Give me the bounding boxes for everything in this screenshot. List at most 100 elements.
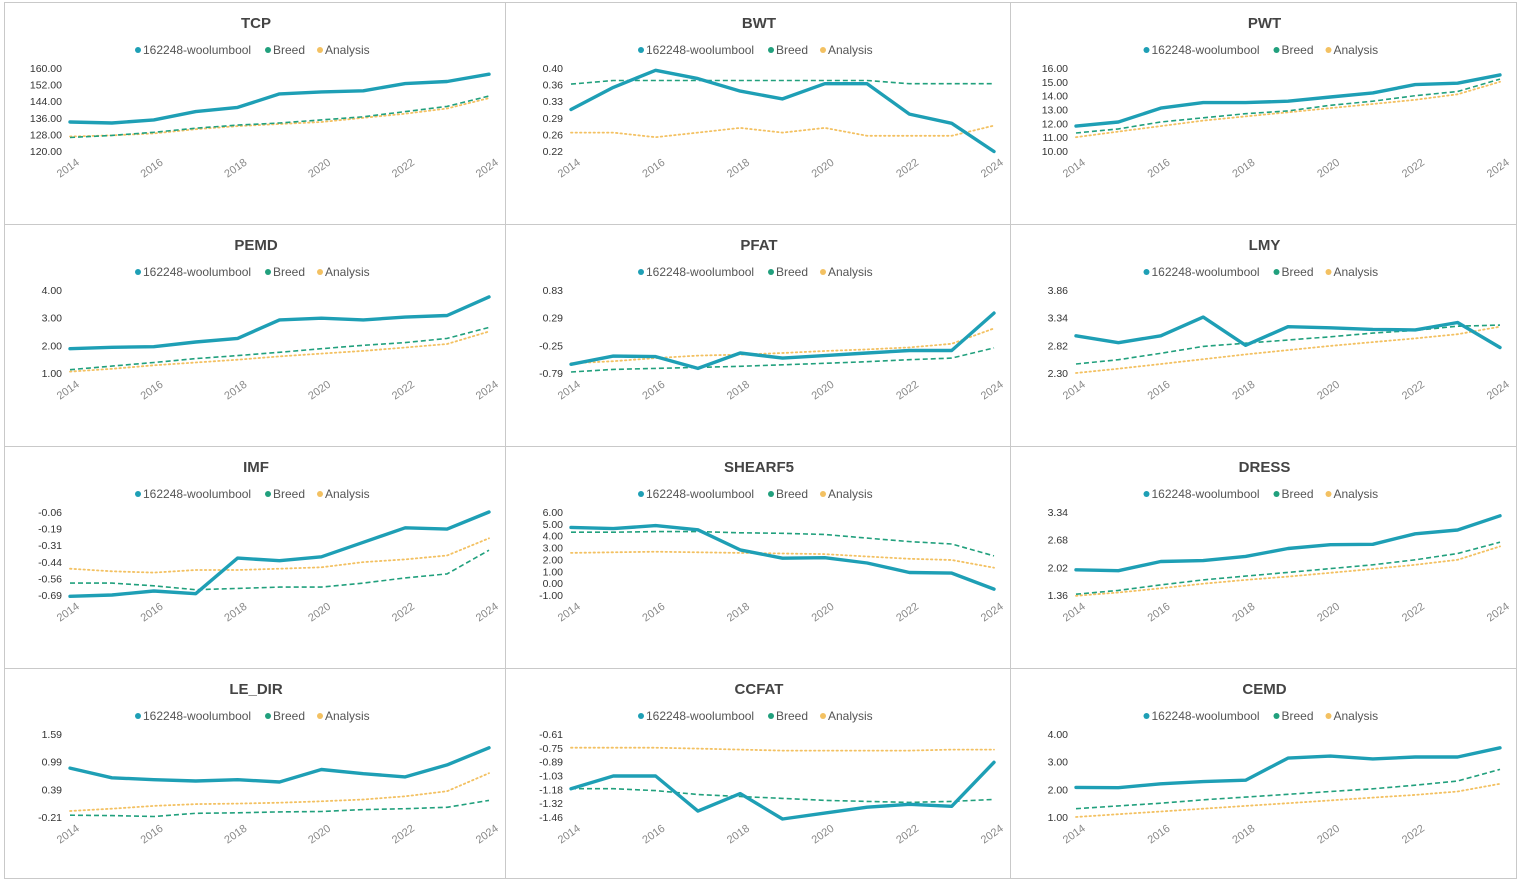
series-line-breed[interactable] — [1075, 541, 1501, 595]
series-line-162248-woolumbool[interactable] — [569, 760, 996, 821]
legend[interactable]: 162248-woolumbool Breed Analysis — [638, 265, 873, 279]
legend-item-animal[interactable]: 162248-woolumbool — [135, 265, 251, 279]
legend-item-breed[interactable]: Breed — [768, 43, 808, 57]
legend[interactable]: 162248-woolumbool Breed Analysis — [638, 43, 873, 57]
legend[interactable]: 162248-woolumbool Breed Analysis — [1143, 43, 1379, 57]
chart-svg-dress: DRESS 162248-woolumbool Breed Analysis 3.34 2… — [1048, 459, 1512, 624]
series-line-analysis[interactable] — [570, 327, 995, 365]
legend[interactable]: 162248-woolumbool Breed Analysis — [638, 709, 873, 723]
legend-item-breed[interactable]: Breed — [1273, 487, 1314, 501]
legend-item-animal[interactable]: 162248-woolumbool — [638, 487, 754, 501]
legend-label-breed: Breed — [1282, 43, 1314, 57]
legend[interactable]: 162248-woolumbool Breed Analysis — [135, 487, 370, 501]
legend[interactable]: 162248-woolumbool Breed Analysis — [135, 709, 370, 723]
series-line-breed[interactable] — [69, 799, 490, 818]
series-line-analysis[interactable] — [69, 97, 490, 138]
legend-item-animal[interactable]: 162248-woolumbool — [1143, 487, 1260, 501]
legend-item-analysis[interactable]: Analysis — [1325, 487, 1379, 501]
y-tick-label: 136.00 — [30, 113, 62, 125]
legend-item-breed[interactable]: Breed — [768, 709, 808, 723]
legend[interactable]: 162248-woolumbool Breed Analysis — [135, 43, 370, 57]
legend[interactable]: 162248-woolumbool Breed Analysis — [1143, 265, 1379, 279]
legend-item-breed[interactable]: Breed — [1273, 709, 1314, 723]
legend-marker-breed — [1273, 47, 1280, 53]
legend-item-breed[interactable]: Breed — [265, 709, 305, 723]
legend-item-breed[interactable]: Breed — [1273, 265, 1314, 279]
series-line-162248-woolumbool[interactable] — [68, 510, 491, 599]
legend-item-analysis[interactable]: Analysis — [317, 709, 370, 723]
y-tick-label: 3.00 — [42, 313, 63, 325]
series-line-breed[interactable] — [1075, 324, 1501, 365]
legend[interactable]: 162248-woolumbool Breed Analysis — [1143, 487, 1379, 501]
series-line-breed[interactable] — [70, 549, 490, 591]
legend-item-analysis[interactable]: Analysis — [1325, 265, 1379, 279]
legend-item-breed[interactable]: Breed — [265, 265, 305, 279]
legend-item-analysis[interactable]: Analysis — [1325, 709, 1379, 723]
series-line-162248-woolumbool[interactable] — [569, 68, 996, 154]
series-line-analysis[interactable] — [1075, 325, 1501, 374]
series-line-162248-woolumbool[interactable] — [68, 746, 491, 784]
series-line-analysis[interactable] — [1075, 545, 1501, 597]
series-line-breed[interactable] — [570, 79, 994, 85]
series-line-analysis[interactable] — [570, 124, 995, 139]
x-tick-label: 2022 — [894, 601, 921, 625]
legend-item-animal[interactable]: 162248-woolumbool — [1143, 43, 1260, 57]
series-line-162248-woolumbool[interactable] — [68, 72, 491, 125]
legend-marker-analysis — [820, 713, 826, 719]
legend-item-animal[interactable]: 162248-woolumbool — [135, 709, 251, 723]
series-line-breed[interactable] — [571, 530, 995, 557]
series-line-analysis[interactable] — [570, 746, 995, 752]
legend-item-animal[interactable]: 162248-woolumbool — [1143, 265, 1260, 279]
legend-item-animal[interactable]: 162248-woolumbool — [135, 43, 251, 57]
x-tick-label: 2024 — [474, 157, 501, 181]
y-tick-label: -0.79 — [539, 368, 563, 380]
legend-item-analysis[interactable]: Analysis — [820, 43, 873, 57]
series-line-162248-woolumbool[interactable] — [1074, 73, 1502, 128]
legend-item-analysis[interactable]: Analysis — [317, 43, 370, 57]
series-line-analysis[interactable] — [570, 550, 995, 569]
series-line-analysis[interactable] — [69, 537, 490, 574]
series-line-162248-woolumbool[interactable] — [1074, 514, 1502, 573]
legend-item-animal[interactable]: 162248-woolumbool — [135, 487, 251, 501]
series-line-breed[interactable] — [1075, 78, 1501, 134]
chart-panel-ccfat: CCFAT 162248-woolumbool Breed Analysis -0.61… — [505, 668, 1011, 879]
series-line-162248-woolumbool[interactable] — [68, 295, 491, 351]
legend-label-analysis: Analysis — [1334, 487, 1379, 501]
legend-item-analysis[interactable]: Analysis — [1325, 43, 1379, 57]
chart-svg-le-dir: LE_DIR 162248-woolumbool Breed Analysis 1.59… — [38, 681, 501, 846]
series-line-162248-woolumbool[interactable] — [1074, 746, 1502, 790]
series-line-breed[interactable] — [1075, 768, 1501, 810]
legend[interactable]: 162248-woolumbool Breed Analysis — [135, 265, 370, 279]
legend-item-analysis[interactable]: Analysis — [820, 265, 873, 279]
legend-label-animal: 162248-woolumbool — [1152, 43, 1260, 57]
legend-item-analysis[interactable]: Analysis — [317, 487, 370, 501]
series-line-162248-woolumbool[interactable] — [1074, 315, 1502, 350]
legend[interactable]: 162248-woolumbool Breed Analysis — [638, 487, 873, 501]
series-line-analysis[interactable] — [1075, 80, 1501, 139]
legend-marker-animal — [1143, 491, 1150, 497]
series-line-breed[interactable] — [69, 95, 490, 139]
legend[interactable]: 162248-woolumbool Breed Analysis — [1143, 709, 1379, 723]
legend-item-animal[interactable]: 162248-woolumbool — [638, 265, 754, 279]
series-line-162248-woolumbool[interactable] — [569, 523, 996, 591]
series-line-analysis[interactable] — [1075, 782, 1501, 818]
y-tick-label: 2.30 — [1048, 368, 1069, 380]
legend-item-analysis[interactable]: Analysis — [820, 487, 873, 501]
legend-item-analysis[interactable]: Analysis — [820, 709, 873, 723]
series-line-162248-woolumbool[interactable] — [569, 311, 996, 371]
legend-item-animal[interactable]: 162248-woolumbool — [638, 709, 754, 723]
legend-item-analysis[interactable]: Analysis — [317, 265, 370, 279]
series-line-breed[interactable] — [571, 787, 995, 804]
legend-item-breed[interactable]: Breed — [1273, 43, 1314, 57]
legend-item-breed[interactable]: Breed — [768, 265, 808, 279]
series-line-breed[interactable] — [570, 347, 995, 373]
x-tick-label: 2016 — [640, 601, 667, 625]
legend-item-breed[interactable]: Breed — [265, 487, 305, 501]
series-line-breed[interactable] — [69, 326, 490, 371]
chart-title: CEMD — [1242, 681, 1286, 698]
chart-title: PWT — [1248, 15, 1281, 32]
legend-item-animal[interactable]: 162248-woolumbool — [1143, 709, 1260, 723]
legend-item-breed[interactable]: Breed — [768, 487, 808, 501]
legend-item-breed[interactable]: Breed — [265, 43, 305, 57]
legend-item-animal[interactable]: 162248-woolumbool — [638, 43, 754, 57]
